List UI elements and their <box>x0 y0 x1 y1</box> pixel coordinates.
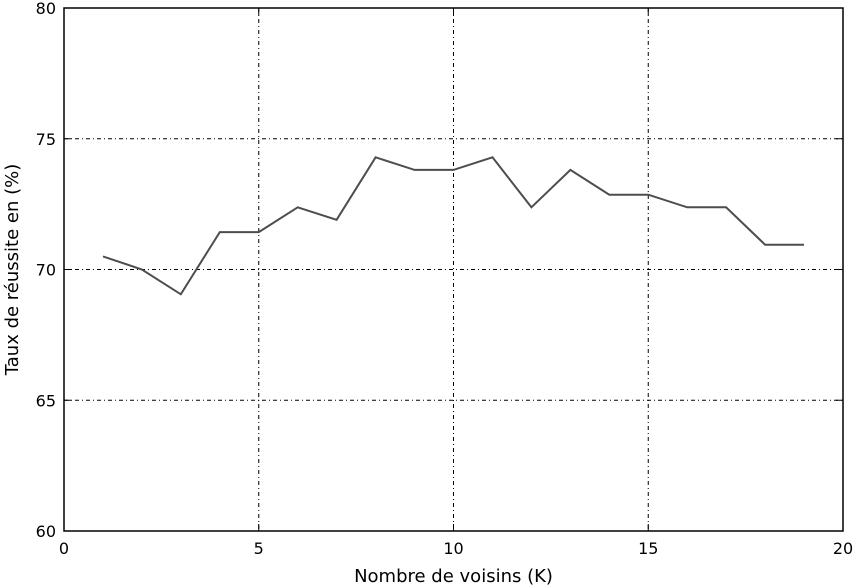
axis-ticks: 0 5 10 15 20 60 65 70 75 80 <box>36 0 854 558</box>
grid-lines <box>64 8 843 531</box>
x-axis-label: Nombre de voisins (K) <box>354 566 553 586</box>
y-tick-label: 70 <box>36 261 56 280</box>
y-tick-label: 65 <box>36 391 56 410</box>
x-tick-label: 10 <box>443 539 463 558</box>
x-tick-label: 20 <box>833 539 853 558</box>
y-tick-label: 60 <box>36 522 56 541</box>
y-tick-label: 80 <box>36 0 56 18</box>
x-tick-label: 5 <box>254 539 264 558</box>
y-axis-label: Taux de réussite en (%) <box>2 164 23 377</box>
series-lines <box>102 156 804 296</box>
x-tick-label: 0 <box>59 539 69 558</box>
x-tick-label: 15 <box>638 539 658 558</box>
y-tick-label: 75 <box>36 130 56 149</box>
series-line <box>102 156 804 296</box>
